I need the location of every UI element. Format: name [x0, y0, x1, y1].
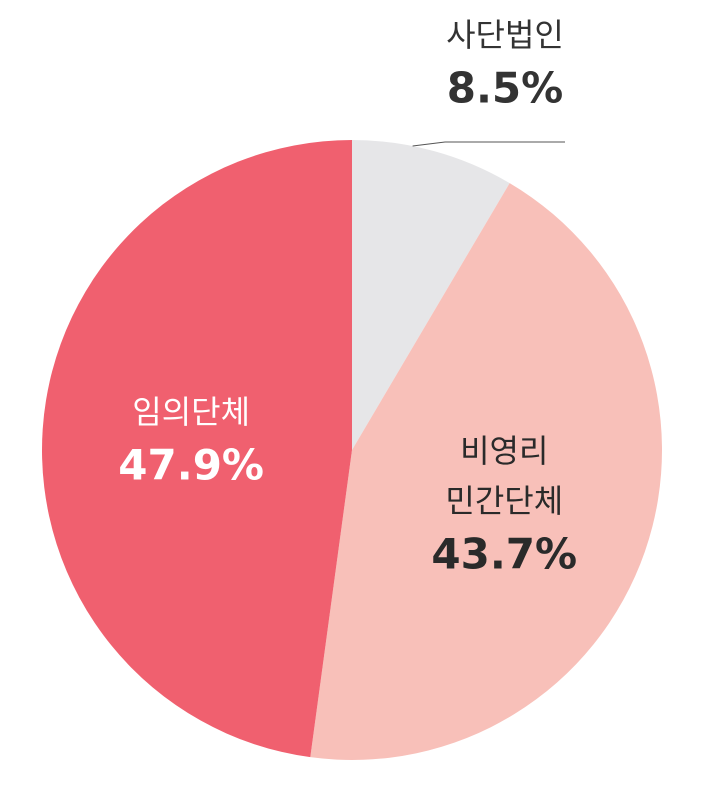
value-label: 8.5% [447, 64, 563, 113]
slice-label: 사단법인 [446, 16, 564, 54]
leader-line [412, 141, 565, 147]
pie-slice [352, 140, 510, 450]
value-label: 47.9% [118, 441, 264, 490]
slice-label: 임의단체 [132, 393, 250, 431]
slice-label-line: 임의단체 [132, 393, 250, 431]
pie-slice [310, 183, 662, 760]
pie-slice [42, 140, 353, 758]
slice-label-line: 민간단체 [445, 482, 563, 520]
slice-label-line: 사단법인 [446, 16, 564, 54]
slice-label-line: 비영리 [460, 432, 548, 470]
value-label: 43.7% [431, 529, 577, 578]
